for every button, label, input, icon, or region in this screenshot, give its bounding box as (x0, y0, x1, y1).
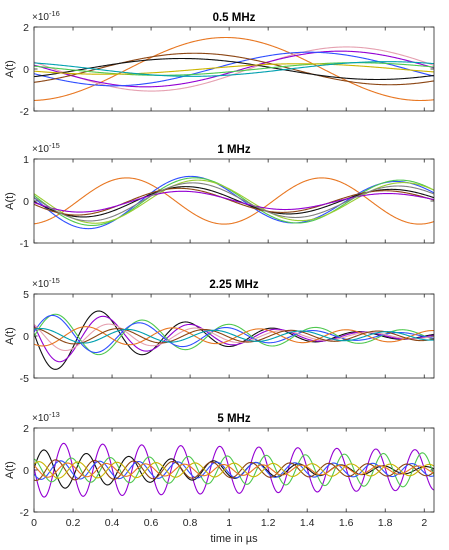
series-line-3 (34, 313, 434, 356)
x-tick-label: 1.2 (261, 517, 276, 529)
subplot-title: 0.5 MHz (213, 12, 256, 24)
series-group (34, 310, 434, 370)
x-tick-label: 1.6 (339, 517, 354, 529)
y-exponent-power: -15 (49, 141, 60, 150)
x-tick-label: 0.8 (183, 517, 198, 529)
y-tick-label: -2 (20, 106, 29, 118)
y-tick-label: 0 (23, 64, 29, 76)
series-line-8 (34, 327, 434, 344)
x-tick-label: 0.2 (66, 517, 81, 529)
plot-area (34, 27, 434, 111)
series-line-7 (34, 190, 434, 213)
series-line-8 (34, 182, 434, 222)
series-line-2 (34, 175, 434, 230)
x-tick-label: 1.4 (300, 517, 315, 529)
y-tick-label: 5 (23, 289, 29, 301)
series-line-2 (34, 449, 434, 489)
series-group (34, 175, 434, 230)
series-group (34, 36, 434, 102)
y-exponent-label: ×10-13 (32, 410, 60, 424)
plot-area (34, 294, 434, 378)
subplot-title: 5 MHz (217, 413, 250, 425)
x-axis-label: time in µs (210, 533, 258, 545)
x-tick-label: 1.8 (378, 517, 393, 529)
y-axis-label: A(t) (4, 461, 16, 479)
x-tick-label: 0.6 (144, 517, 159, 529)
subplot-title: 1 MHz (217, 144, 250, 156)
series-group (34, 442, 434, 498)
y-axis-label: A(t) (4, 192, 16, 210)
series-line-5 (34, 459, 434, 482)
y-exponent-power: -16 (49, 9, 60, 18)
y-tick-label: 1 (23, 154, 29, 166)
y-axis-label: A(t) (4, 60, 16, 78)
subplot-2: -1 0 1×10-15 1 MHz A(t) (4, 141, 435, 250)
y-tick-label: -1 (20, 238, 29, 250)
subplot-title: 2.25 MHz (209, 279, 258, 291)
series-line-6 (34, 461, 434, 479)
x-tick-label: 0 (31, 517, 37, 529)
y-tick-label: -5 (20, 373, 29, 385)
y-exponent-power: -15 (49, 276, 60, 285)
y-tick-label: 2 (23, 423, 29, 435)
series-line-4 (34, 314, 434, 354)
series-line-8 (34, 63, 434, 75)
y-tick-label: 0 (23, 331, 29, 343)
x-tick-label: 1 (226, 517, 232, 529)
series-line-4 (34, 51, 434, 87)
subplot-4: 0 0.2 0.4 0.6 0.8 1 1.2 1.4 1.6 1.8 2-202×10-13 5 M… (4, 410, 435, 545)
series-line-7 (34, 62, 434, 76)
x-tick-label: 0.4 (105, 517, 120, 529)
series-line-6 (34, 57, 434, 81)
y-exponent-label: ×10-16 (32, 9, 60, 23)
series-line-9 (34, 61, 434, 77)
y-tick-label: -2 (20, 507, 29, 519)
x-tick-label: 2 (421, 517, 427, 529)
y-axis-label: A(t) (4, 327, 16, 345)
series-line-3 (34, 177, 434, 227)
y-tick-label: 0 (23, 465, 29, 477)
subplot-1: -2 0 2×10-16 0.5 MHz A(t) (4, 9, 435, 118)
y-exponent-power: -13 (49, 410, 60, 419)
series-line-7 (34, 462, 434, 478)
series-line-1 (34, 177, 434, 225)
y-tick-label: 0 (23, 196, 29, 208)
subplot-3: -5 0 5×10-15 2.25 MHz A(t) (4, 276, 435, 385)
y-tick-label: 2 (23, 22, 29, 34)
y-exponent-label: ×10-15 (32, 276, 60, 290)
series-line-7 (34, 327, 434, 345)
y-exponent-label: ×10-15 (32, 141, 60, 155)
series-line-5 (34, 52, 434, 86)
